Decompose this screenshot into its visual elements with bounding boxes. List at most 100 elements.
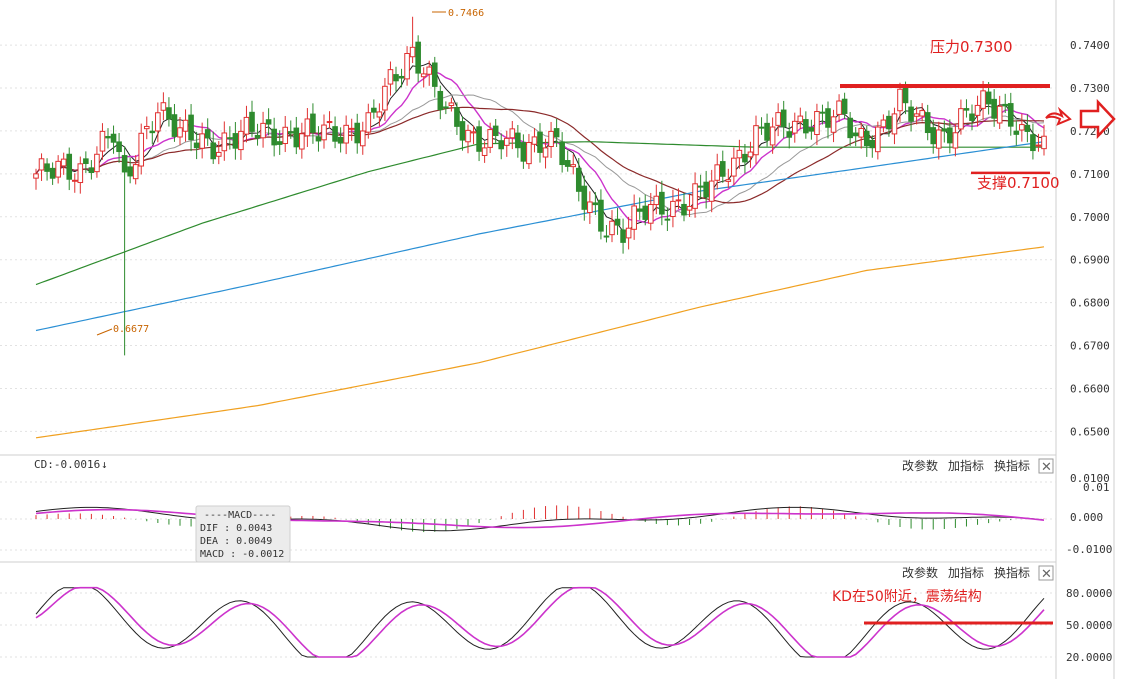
candle-up bbox=[791, 120, 798, 134]
kd-tick-labels: 80.0000 50.0000 20.0000 bbox=[1066, 587, 1112, 664]
candle-up bbox=[725, 179, 732, 182]
close-icon[interactable]: ✕ bbox=[1041, 460, 1052, 475]
candle-up bbox=[182, 119, 189, 132]
candle-up bbox=[94, 153, 100, 173]
price-tick-label: 0.6900 bbox=[1070, 254, 1110, 267]
candle-down bbox=[581, 185, 588, 210]
candle-up bbox=[958, 108, 964, 130]
candle-up bbox=[647, 204, 654, 224]
candle-down bbox=[149, 130, 156, 134]
candle-down bbox=[204, 129, 211, 139]
candle-down bbox=[116, 141, 122, 153]
candle-down bbox=[287, 131, 294, 134]
macd-tick: 0.01 bbox=[1083, 481, 1110, 494]
candle-down bbox=[930, 127, 937, 145]
candle-down bbox=[1007, 103, 1014, 127]
macd-switch-indicator-button[interactable]: 换指标 bbox=[994, 458, 1030, 473]
candle-down bbox=[697, 185, 704, 188]
macd-toolbar: 改参数 加指标 换指标 ✕ bbox=[902, 458, 1054, 475]
price-tick-labels: 0.74000.73000.72000.71000.70000.69000.68… bbox=[1070, 39, 1110, 438]
macd-tick-labels: 0.0100 0.01 0.000 -0.0100 bbox=[1066, 472, 1112, 556]
candle-down bbox=[232, 133, 239, 149]
candle-down bbox=[908, 106, 914, 122]
kd-close-button[interactable] bbox=[1038, 565, 1054, 581]
candle-down bbox=[88, 167, 95, 174]
candle-down bbox=[1013, 130, 1020, 135]
candle-down bbox=[265, 119, 272, 125]
candle-up bbox=[160, 102, 167, 111]
candle-down bbox=[963, 108, 970, 111]
macd-close-button[interactable] bbox=[1038, 458, 1054, 474]
resistance-label: 压力0.7300 bbox=[930, 38, 1013, 56]
macd-tick: 0.000 bbox=[1070, 511, 1103, 524]
candle-up bbox=[404, 53, 410, 80]
candle-down bbox=[902, 87, 909, 104]
support-label: 支撑0.7100 bbox=[977, 174, 1060, 192]
macd-change-params-button[interactable]: 改参数 bbox=[902, 458, 938, 473]
candle-up bbox=[625, 227, 632, 239]
candle-up bbox=[282, 126, 289, 145]
candle-down bbox=[642, 205, 649, 220]
candle-down bbox=[985, 91, 992, 105]
kd-change-params-button[interactable]: 改参数 bbox=[902, 565, 938, 580]
candle-down bbox=[520, 142, 527, 162]
close-icon[interactable]: ✕ bbox=[1041, 567, 1052, 582]
candle-up bbox=[348, 127, 355, 130]
candle-up bbox=[714, 164, 721, 181]
candle-down bbox=[742, 153, 748, 163]
candle-up bbox=[952, 132, 959, 149]
candle-down bbox=[847, 117, 853, 139]
candle-down bbox=[210, 142, 217, 160]
candle-down bbox=[636, 208, 643, 212]
candle-up bbox=[542, 147, 549, 158]
candle-up bbox=[858, 127, 865, 138]
candle-up bbox=[143, 125, 150, 130]
candle-up bbox=[1035, 144, 1042, 147]
price-tick-label: 0.6600 bbox=[1070, 382, 1110, 395]
candle-down bbox=[431, 62, 438, 87]
candle-down bbox=[1030, 134, 1036, 152]
candle-down bbox=[808, 127, 815, 132]
candle-down bbox=[437, 90, 444, 111]
candle-up bbox=[891, 113, 898, 135]
candle-up bbox=[71, 179, 78, 182]
candle-down bbox=[44, 163, 50, 172]
candle-down bbox=[664, 218, 671, 221]
candle-down bbox=[276, 141, 283, 145]
candle-up bbox=[299, 133, 305, 150]
candle-up bbox=[836, 100, 842, 115]
kd-switch-indicator-button[interactable]: 换指标 bbox=[994, 565, 1030, 580]
kd-toolbar: 改参数 加指标 换指标 ✕ bbox=[902, 565, 1054, 582]
price-tick-label: 0.6700 bbox=[1070, 340, 1110, 353]
kd-tick: 80.0000 bbox=[1066, 587, 1112, 600]
candle-down bbox=[825, 108, 831, 128]
macd-info-box: ----MACD---- DIF : 0.0043 DEA : 0.0049 M… bbox=[195, 505, 291, 563]
price-tick-label: 0.7400 bbox=[1070, 39, 1110, 52]
candle-up bbox=[487, 129, 493, 148]
candle-down bbox=[681, 203, 687, 216]
kd-tick: 20.0000 bbox=[1066, 651, 1112, 664]
candle-up bbox=[503, 137, 510, 146]
candle-down bbox=[598, 199, 604, 232]
candle-up bbox=[343, 124, 349, 144]
candle-up bbox=[797, 115, 804, 123]
down-arrow-icon[interactable]: ↓ bbox=[101, 458, 108, 471]
macd-tick: -0.0100 bbox=[1066, 543, 1112, 556]
candle-down bbox=[393, 74, 399, 82]
candle-down bbox=[786, 131, 793, 138]
candle-down bbox=[703, 181, 709, 198]
candle-down bbox=[559, 141, 565, 166]
candle-down bbox=[819, 111, 826, 114]
candle-up bbox=[215, 151, 222, 157]
candle-up bbox=[731, 157, 737, 177]
candle-up bbox=[33, 173, 39, 179]
candle-up bbox=[830, 116, 837, 133]
candle-down bbox=[924, 112, 931, 134]
candle-up bbox=[897, 88, 903, 112]
candle-up bbox=[736, 149, 743, 159]
candle-down bbox=[1024, 124, 1031, 132]
kd-add-indicator-button[interactable]: 加指标 bbox=[948, 565, 984, 580]
candle-up bbox=[686, 205, 693, 211]
macd-add-indicator-button[interactable]: 加指标 bbox=[948, 458, 984, 473]
candle-down bbox=[315, 136, 322, 142]
